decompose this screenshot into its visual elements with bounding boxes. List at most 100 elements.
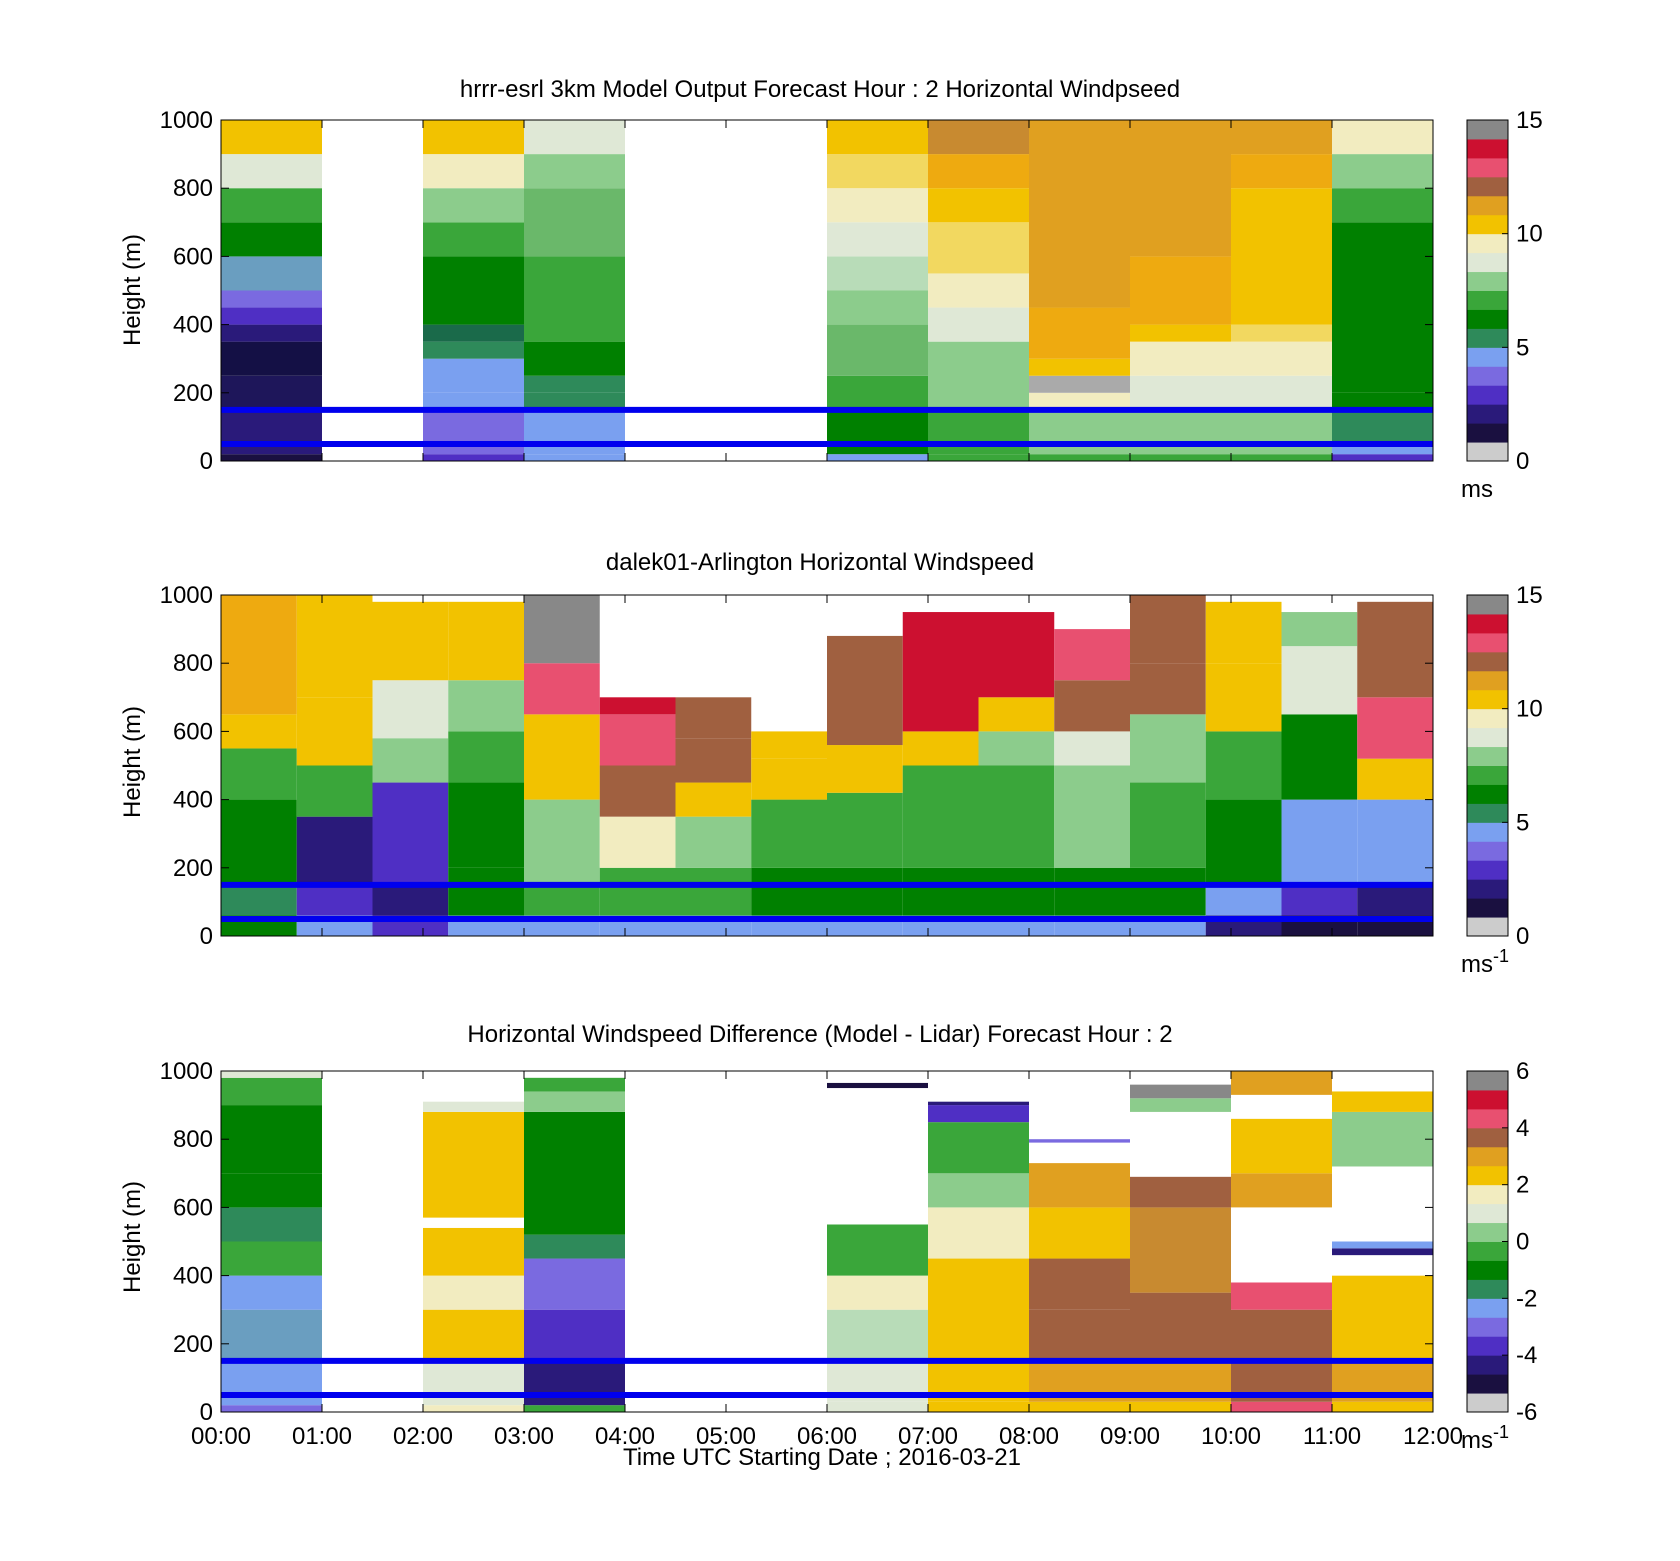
colorbar-segment <box>1467 328 1508 348</box>
y-tick-label: 0 <box>200 448 213 475</box>
heatmap-cell <box>221 884 297 916</box>
y-tick-label: 600 <box>173 1194 213 1221</box>
heatmap-cell <box>524 1258 625 1310</box>
heatmap-cell <box>1332 409 1433 444</box>
heatmap-cell <box>1332 1248 1433 1256</box>
heatmap-cell <box>524 663 600 715</box>
heatmap-cell <box>1332 1091 1433 1112</box>
heatmap-cell <box>978 731 1055 766</box>
heatmap-cell <box>524 1405 625 1412</box>
heatmap-cell <box>423 1360 524 1406</box>
colorbar-segment <box>1467 1165 1508 1186</box>
y-tick-label: 1000 <box>160 1058 213 1085</box>
heatmap-cell <box>1130 1098 1231 1112</box>
colorbar-segment <box>1467 1071 1508 1091</box>
colorbar-segment <box>1467 366 1508 386</box>
colorbar-segment <box>1467 1241 1508 1261</box>
heatmap-cell <box>1054 867 1130 916</box>
heatmap-cell <box>599 867 676 916</box>
colorbar-segment <box>1467 689 1508 710</box>
heatmap-cell <box>423 120 524 155</box>
colorbar-segment <box>1467 290 1508 310</box>
heatmap-cell <box>423 1227 524 1276</box>
heatmap-cell <box>221 1207 322 1242</box>
y-tick-label: 400 <box>173 1263 213 1290</box>
heatmap-cell <box>1332 154 1433 189</box>
heatmap-cell <box>1231 1173 1332 1208</box>
x-tick-label: 07:00 <box>898 1423 958 1450</box>
heatmap-cell <box>1130 1176 1231 1208</box>
heatmap-cell <box>827 1275 928 1310</box>
y-tick-label: 400 <box>173 787 213 814</box>
heatmap-cell <box>827 1082 928 1089</box>
heatmap-cell <box>448 680 524 732</box>
heatmap-cell <box>1130 120 1231 257</box>
heatmap-cell <box>827 120 928 155</box>
x-tick-label: 11:00 <box>1303 1423 1361 1450</box>
heatmap-cell <box>423 1405 524 1412</box>
heatmap-cell <box>221 1173 322 1208</box>
heatmap-cell <box>1130 256 1231 325</box>
heatmap-cell <box>296 816 373 885</box>
heatmap-cell <box>221 307 322 325</box>
heatmap-cell <box>1029 409 1130 455</box>
heatmap-cell <box>1231 1282 1332 1310</box>
difference-panel-xlabel: Time UTC Starting Date ; 2016-03-21 <box>623 1444 1021 1471</box>
colorbar-tick-label: 4 <box>1516 1115 1529 1142</box>
heatmap-cell <box>1281 714 1358 800</box>
heatmap-cell <box>1029 454 1130 461</box>
x-tick-label: 09:00 <box>1100 1423 1160 1450</box>
y-tick-label: 800 <box>173 1126 213 1153</box>
heatmap-cell <box>978 612 1055 698</box>
difference-panel: Horizontal Windspeed Difference (Model -… <box>119 1021 1537 1471</box>
colorbar-segment <box>1467 385 1508 405</box>
heatmap-cell <box>1231 1094 1332 1119</box>
x-tick-label: 08:00 <box>999 1423 1059 1450</box>
x-tick-label: 00:00 <box>191 1423 251 1450</box>
heatmap-cell <box>1231 409 1332 455</box>
heatmap-cell <box>221 1309 322 1361</box>
colorbar-tick-label: -6 <box>1516 1399 1537 1426</box>
heatmap-cell <box>423 1275 524 1310</box>
heatmap-cell <box>928 1173 1029 1208</box>
heatmap-cell <box>1332 1241 1433 1249</box>
heatmap-cell <box>827 409 928 455</box>
heatmap-cell <box>1205 799 1282 885</box>
heatmap-cell <box>1130 409 1231 455</box>
heatmap-cell <box>1231 324 1332 342</box>
y-tick-label: 600 <box>173 243 213 270</box>
y-tick-label: 800 <box>173 650 213 677</box>
heatmap-cell <box>524 1091 625 1112</box>
y-tick-label: 200 <box>173 1331 213 1358</box>
heatmap-cell <box>1205 601 1282 664</box>
heatmap-cell <box>928 1122 1029 1174</box>
heatmap-cell <box>524 154 625 189</box>
heatmap-cell <box>1281 799 1358 885</box>
colorbar-tick-label: 0 <box>1516 923 1529 950</box>
heatmap-cell <box>978 765 1055 868</box>
heatmap-cell <box>928 1401 1029 1412</box>
heatmap-cell <box>827 635 903 746</box>
heatmap-cell <box>221 714 297 749</box>
heatmap-cell <box>423 341 524 359</box>
colorbar-segment <box>1467 1127 1508 1148</box>
heatmap-cell <box>902 612 979 732</box>
colorbar-segment <box>1467 727 1508 748</box>
colorbar-segment <box>1467 879 1508 899</box>
heatmap-cell <box>372 601 449 681</box>
colorbar-segment <box>1467 1184 1508 1205</box>
heatmap-cell <box>1130 1292 1231 1361</box>
heatmap-cell <box>221 748 297 800</box>
heatmap-cell <box>928 1207 1029 1259</box>
heatmap-cell <box>928 307 1029 342</box>
heatmap-cell <box>423 454 524 461</box>
heatmap-cell <box>296 884 373 916</box>
model-panel-title: hrrr-esrl 3km Model Output Forecast Hour… <box>460 76 1180 103</box>
colorbar-unit-label: ms <box>1461 476 1493 503</box>
colorbar-tick-label: -4 <box>1516 1342 1537 1369</box>
heatmap-cell <box>978 867 1055 916</box>
heatmap-cell <box>978 697 1055 732</box>
heatmap-cell <box>221 120 322 155</box>
heatmap-cell <box>448 601 524 681</box>
heatmap-cell <box>1332 1401 1433 1412</box>
